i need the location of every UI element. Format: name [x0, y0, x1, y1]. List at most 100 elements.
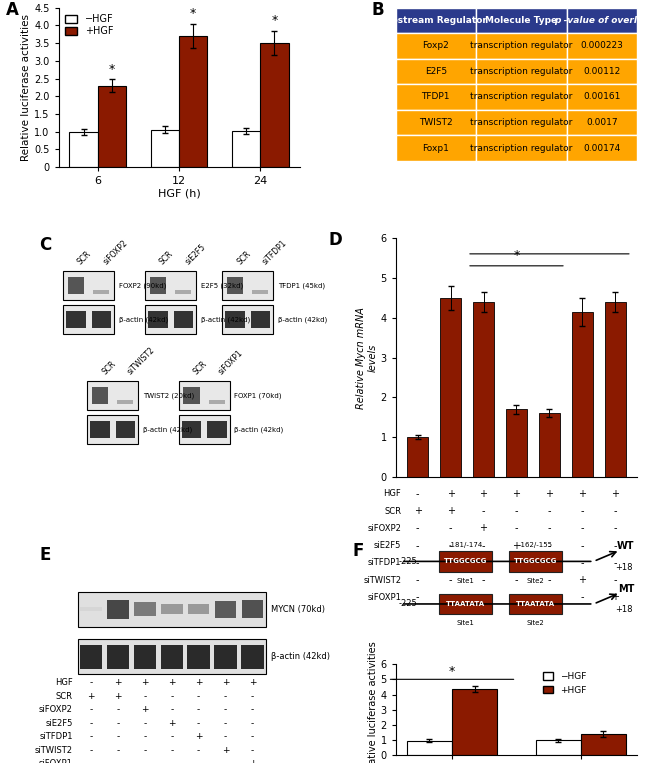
FancyBboxPatch shape	[242, 600, 263, 618]
Text: siTWIST2: siTWIST2	[363, 575, 401, 584]
Text: Upstream Regulator: Upstream Regulator	[384, 16, 487, 25]
FancyBboxPatch shape	[63, 272, 114, 300]
Text: -: -	[224, 719, 227, 728]
FancyBboxPatch shape	[116, 420, 135, 438]
Text: siFOXP1: siFOXP1	[217, 349, 245, 377]
Text: -: -	[197, 745, 200, 755]
Text: 0.00161: 0.00161	[583, 92, 621, 101]
Text: +: +	[578, 575, 586, 585]
Text: siFOXP1: siFOXP1	[367, 593, 401, 602]
Bar	[571, 312, 593, 477]
Text: *: *	[190, 7, 196, 20]
Text: +: +	[447, 489, 454, 499]
FancyBboxPatch shape	[90, 420, 110, 438]
Bar	[452, 689, 497, 755]
FancyBboxPatch shape	[251, 311, 270, 328]
Text: -: -	[90, 678, 93, 687]
FancyBboxPatch shape	[396, 8, 476, 33]
Text: +: +	[195, 678, 202, 687]
Text: TTGGCGCG: TTGGCGCG	[444, 559, 488, 565]
Text: +: +	[248, 759, 256, 763]
Text: -: -	[251, 719, 254, 728]
FancyBboxPatch shape	[222, 272, 273, 300]
Text: -: -	[90, 759, 93, 763]
Text: -: -	[116, 759, 120, 763]
Text: -: -	[170, 692, 174, 700]
Text: -: -	[449, 523, 452, 533]
Text: TWIST2 (20kd): TWIST2 (20kd)	[143, 393, 194, 399]
Text: 0.0017: 0.0017	[586, 118, 618, 127]
FancyBboxPatch shape	[476, 33, 567, 59]
Text: -: -	[170, 759, 174, 763]
Bar	[604, 301, 626, 477]
FancyBboxPatch shape	[187, 645, 210, 669]
FancyBboxPatch shape	[567, 59, 637, 84]
Text: -: -	[548, 506, 551, 517]
Text: SCR: SCR	[192, 359, 209, 377]
FancyBboxPatch shape	[567, 135, 637, 161]
FancyBboxPatch shape	[161, 604, 183, 614]
FancyBboxPatch shape	[68, 277, 84, 295]
Text: transcription regulator: transcription regulator	[470, 118, 573, 127]
Text: siE2F5: siE2F5	[374, 541, 401, 550]
Text: +: +	[480, 489, 488, 499]
Text: -: -	[614, 558, 617, 568]
Text: -: -	[416, 592, 419, 602]
Text: -: -	[251, 745, 254, 755]
FancyBboxPatch shape	[145, 272, 196, 300]
Text: siTFDP1: siTFDP1	[368, 559, 401, 568]
FancyBboxPatch shape	[509, 551, 562, 571]
Text: +: +	[578, 489, 586, 499]
FancyBboxPatch shape	[222, 305, 273, 333]
Text: -: -	[116, 705, 120, 714]
Text: -: -	[515, 523, 518, 533]
Text: -: -	[143, 692, 146, 700]
Text: siTWIST2: siTWIST2	[35, 745, 73, 755]
Text: -: -	[515, 558, 518, 568]
Text: *: *	[271, 14, 278, 27]
Text: +18: +18	[615, 605, 632, 614]
Text: Foxp2: Foxp2	[422, 41, 449, 50]
Text: -: -	[580, 558, 584, 568]
Text: -: -	[251, 692, 254, 700]
Text: β-actin (42kd): β-actin (42kd)	[278, 316, 327, 323]
FancyBboxPatch shape	[227, 277, 243, 295]
Y-axis label: Relative luciferase activities: Relative luciferase activities	[368, 641, 378, 763]
Text: -: -	[197, 692, 200, 700]
Text: -: -	[580, 592, 584, 602]
Text: -: -	[143, 759, 146, 763]
Text: -: -	[143, 719, 146, 728]
Text: HGF: HGF	[384, 490, 401, 498]
Text: siTWIST2: siTWIST2	[125, 346, 156, 377]
FancyBboxPatch shape	[107, 645, 129, 669]
Text: -: -	[449, 558, 452, 568]
FancyBboxPatch shape	[107, 600, 129, 619]
Text: -: -	[416, 558, 419, 568]
FancyBboxPatch shape	[476, 110, 567, 135]
Text: TTAATATA: TTAATATA	[447, 601, 486, 607]
Text: transcription regulator: transcription regulator	[470, 41, 573, 50]
Text: +: +	[612, 489, 619, 499]
Text: -: -	[482, 558, 486, 568]
Text: C: C	[39, 236, 51, 253]
Text: transcription regulator: transcription regulator	[470, 143, 573, 153]
FancyBboxPatch shape	[117, 400, 133, 404]
Text: -225: -225	[398, 557, 417, 566]
Text: transcription regulator: transcription regulator	[470, 67, 573, 76]
Bar	[506, 410, 527, 477]
Text: Molecule Type: Molecule Type	[486, 16, 557, 25]
Text: -: -	[482, 575, 486, 585]
FancyBboxPatch shape	[92, 388, 108, 404]
Text: -: -	[90, 705, 93, 714]
FancyBboxPatch shape	[148, 311, 168, 328]
Text: -: -	[416, 523, 419, 533]
Legend: −HGF, +HGF: −HGF, +HGF	[63, 12, 115, 38]
Text: +18: +18	[615, 563, 632, 572]
Text: -: -	[548, 523, 551, 533]
FancyBboxPatch shape	[161, 645, 183, 669]
Text: TWIST2: TWIST2	[419, 118, 452, 127]
Text: -: -	[548, 592, 551, 602]
FancyBboxPatch shape	[78, 639, 266, 674]
Text: -: -	[580, 541, 584, 551]
Text: HGF: HGF	[55, 678, 73, 687]
